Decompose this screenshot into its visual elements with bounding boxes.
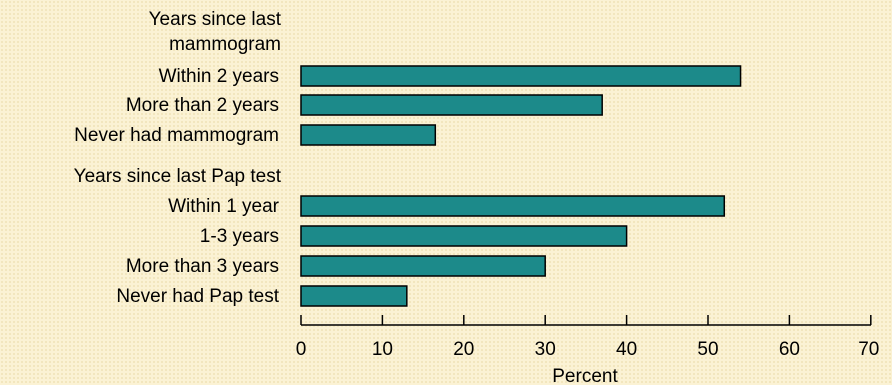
x-tick-label: 30 [535, 339, 556, 360]
bar-more-than-3-years [300, 255, 546, 277]
x-axis-ticks: 0 10 20 30 40 50 60 70 [296, 315, 879, 360]
x-tick-label: 60 [779, 339, 800, 360]
bar-1-3-years [300, 225, 628, 247]
x-tick-label: 10 [372, 339, 393, 360]
bar-never-had-pap-test [300, 285, 408, 307]
group-heading-1-line-1: Years since last [149, 9, 282, 30]
category-label: Within 1 year [168, 196, 280, 217]
category-label: Never had mammogram [74, 125, 279, 146]
category-label: Within 2 years [159, 66, 279, 87]
bar-never-had-mammogram [300, 124, 437, 146]
bars-layer [300, 65, 742, 307]
category-label: Never had Pap test [116, 286, 279, 307]
category-label: More than 2 years [126, 95, 279, 116]
x-tick-label: 50 [697, 339, 718, 360]
x-tick-label: 70 [858, 339, 879, 360]
x-axis-label: Percent [552, 366, 618, 385]
x-tick-label: 20 [453, 339, 474, 360]
category-label: 1-3 years [200, 226, 279, 247]
x-tick-label: 40 [616, 339, 637, 360]
bar-within-2-years [300, 65, 742, 87]
bar-within-1-year [300, 195, 726, 217]
bar-more-than-2-years [300, 94, 603, 116]
category-label: More than 3 years [126, 256, 279, 277]
category-labels: Within 2 years More than 2 years Never had… [74, 66, 280, 307]
group-heading-1-line-2: mammogram [169, 34, 281, 55]
group-heading-2: Years since last Pap test [74, 166, 282, 187]
x-tick-label: 0 [296, 339, 307, 360]
